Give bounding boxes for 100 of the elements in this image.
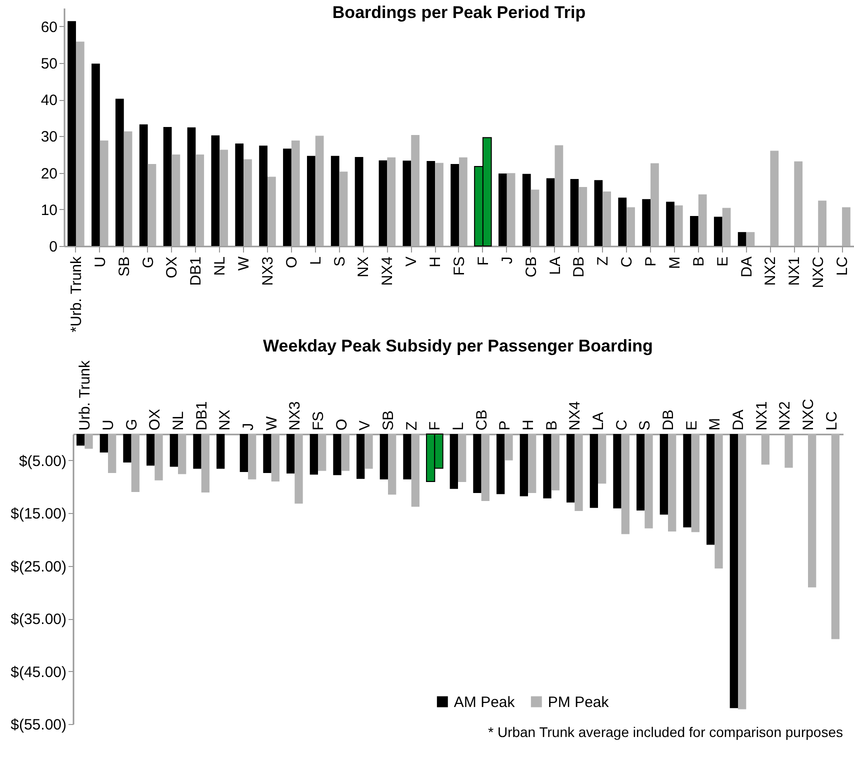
x-tick-label: *Urb. Trunk (68, 256, 85, 332)
bar (746, 232, 755, 246)
x-tick-label: O (333, 418, 350, 430)
x-tick-label: NX1 (786, 256, 804, 286)
x-tick-label: V (356, 420, 374, 430)
x-tick-label: E (714, 256, 732, 267)
x-tick-label: S (636, 420, 654, 430)
y-tick-label: 10 (40, 202, 58, 219)
y-tick-label: 40 (40, 92, 58, 110)
bar (714, 216, 722, 246)
annotation: * Urban Trunk average included for comparison purposes (488, 724, 843, 740)
y-tick-label: $(35.00) (10, 611, 66, 628)
y-tick-label: 30 (40, 128, 58, 146)
x-tick-label: U (92, 256, 109, 268)
bar (235, 143, 244, 246)
bar (148, 164, 156, 246)
y-tick-label: 50 (40, 55, 58, 72)
bar (626, 207, 635, 246)
y-tick-label: 20 (40, 165, 58, 182)
x-tick-label: OX (146, 408, 164, 430)
x-tick-label: P (642, 256, 660, 267)
legend-label: PM Peak (548, 694, 610, 711)
x-tick-label: OX (164, 256, 181, 278)
bar (530, 190, 540, 246)
x-tick-label: P (496, 420, 514, 430)
x-tick-label: C (618, 256, 636, 268)
x-tick-label: F (426, 421, 444, 430)
bar (698, 194, 707, 246)
bar (411, 135, 420, 246)
x-tick-label: NX2 (762, 256, 780, 286)
x-tick-label: L (307, 256, 324, 265)
bar (76, 42, 84, 246)
x-tick-label: DB (660, 410, 677, 430)
y-tick-label: $(15.00) (10, 506, 66, 523)
bar (770, 150, 779, 246)
bar (211, 135, 220, 246)
chart-title: Weekday Peak Subsidy per Passenger Boarding (263, 336, 653, 356)
bar (618, 198, 627, 246)
x-tick-label: NX3 (259, 256, 276, 286)
bar (291, 140, 300, 246)
x-tick-label: NX (355, 256, 372, 278)
x-tick-label: S (331, 256, 348, 267)
x-tick-label: Urb. Trunk (76, 360, 94, 430)
y-tick-label: 0 (49, 238, 58, 256)
bar (522, 174, 531, 246)
x-tick-label: NXC (800, 398, 817, 430)
bar (172, 154, 180, 246)
x-tick-label: O (283, 256, 300, 268)
bar (378, 160, 388, 246)
x-tick-label: NX (216, 410, 234, 430)
bar (92, 64, 100, 246)
bar (842, 207, 850, 246)
bar (402, 160, 412, 246)
x-tick-label: NX4 (566, 401, 584, 430)
x-tick-label: G (140, 256, 157, 268)
x-tick-label: G (123, 418, 140, 430)
bar (124, 131, 132, 246)
bar (187, 127, 196, 246)
x-tick-label: NL (212, 256, 229, 276)
x-tick-label: DB (570, 256, 588, 278)
x-tick-label: H (427, 256, 444, 268)
bar (602, 191, 612, 246)
y-tick-label: $(55.00) (10, 716, 66, 734)
bar (100, 140, 108, 246)
x-tick-label: F (474, 256, 492, 266)
x-tick-label: U (100, 420, 117, 430)
bar (139, 124, 148, 246)
bar (594, 180, 603, 246)
x-tick-label: CB (473, 410, 490, 430)
y-tick-label: $(5.00) (18, 452, 66, 470)
x-tick-label: SB (116, 256, 133, 277)
bar (738, 232, 746, 246)
x-tick-label: FS (451, 256, 468, 276)
bar (163, 127, 172, 246)
bar (354, 157, 364, 246)
bar (306, 156, 316, 246)
bar (315, 136, 324, 246)
x-tick-label: SB (380, 410, 397, 430)
x-tick-label: V (403, 256, 420, 267)
x-tick-label: DB1 (193, 401, 210, 430)
bar (435, 162, 444, 246)
bar (554, 145, 564, 246)
x-tick-label: LC (823, 411, 840, 430)
bar (650, 163, 659, 246)
bar (578, 187, 588, 246)
x-tick-label: W (236, 256, 253, 271)
y-tick-label: 60 (40, 18, 58, 36)
bar (722, 208, 731, 246)
x-tick-label: LA (546, 256, 564, 275)
bar (426, 161, 436, 246)
x-tick-label: NXC (810, 256, 828, 288)
legend-label: AM Peak (454, 694, 516, 711)
x-tick-label: E (683, 420, 700, 430)
bar (546, 178, 555, 246)
x-tick-label: C (613, 420, 630, 430)
bar (570, 178, 579, 246)
x-tick-label: NX1 (753, 401, 770, 430)
bar (498, 174, 507, 246)
x-tick-label: LA (590, 412, 607, 430)
x-tick-label: B (543, 420, 560, 430)
